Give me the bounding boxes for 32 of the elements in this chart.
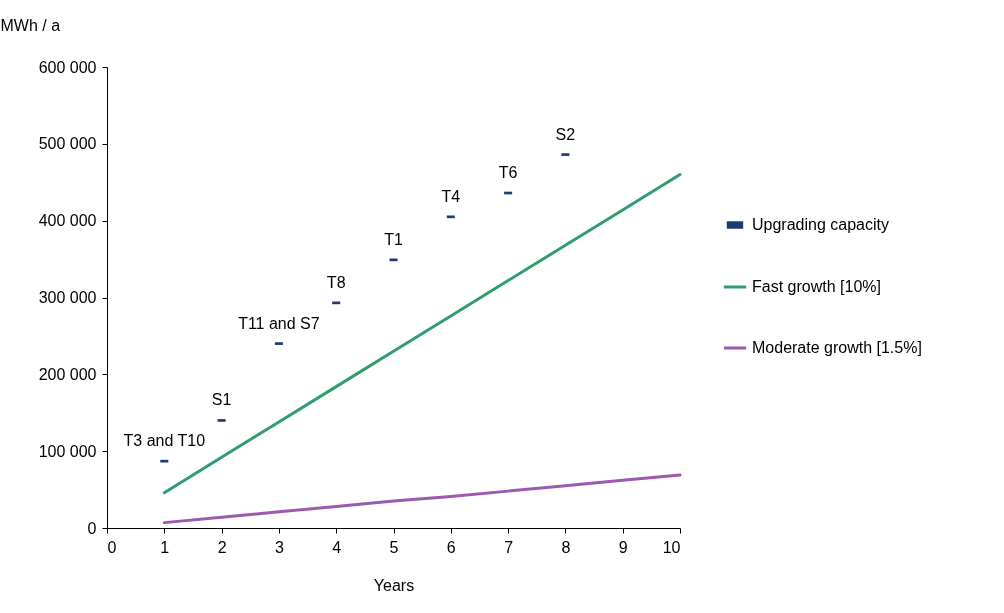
y-axis-title: MWh / a <box>0 16 61 34</box>
x-tick-label: 6 <box>446 538 456 556</box>
annotation: T11 and S7 <box>238 314 320 332</box>
legend-label: Moderate growth [1.5%] <box>752 339 922 356</box>
y-tick-label: 300 000 <box>38 289 97 306</box>
x-tick-label: 5 <box>389 538 399 556</box>
x-tick-label: 7 <box>504 538 514 556</box>
annotation: T1 <box>384 230 403 248</box>
x-tick-label: 4 <box>332 538 342 556</box>
annotation: T4 <box>441 187 461 205</box>
x-tick-label: 9 <box>618 538 628 556</box>
y-tick-label: 200 000 <box>38 365 97 383</box>
legend-label: Fast growth [10%] <box>752 278 881 295</box>
annotation: T3 and T10 <box>123 432 206 450</box>
x-tick-label: 2 <box>217 538 227 556</box>
x-tick-label: 1 <box>160 538 170 556</box>
annotation: S2 <box>555 125 576 143</box>
y-tick-label: 400 000 <box>38 212 97 230</box>
annotation: T6 <box>498 164 518 182</box>
legend-label: Upgrading capacity <box>752 216 889 233</box>
x-tick-label: 10 <box>662 538 681 556</box>
x-axis-title: Years <box>373 576 415 594</box>
annotation: T8 <box>326 273 346 291</box>
x-tick-label: 3 <box>274 538 284 556</box>
y-tick-label: 500 000 <box>38 135 97 153</box>
annotation: S1 <box>211 391 232 409</box>
x-tick-label: 0 <box>107 538 117 556</box>
line-series <box>162 473 682 525</box>
y-tick-label: 0 <box>87 519 97 537</box>
y-tick-label: 600 000 <box>38 58 97 76</box>
x-tick-label: 8 <box>561 538 571 556</box>
y-tick-label: 100 000 <box>38 442 97 460</box>
